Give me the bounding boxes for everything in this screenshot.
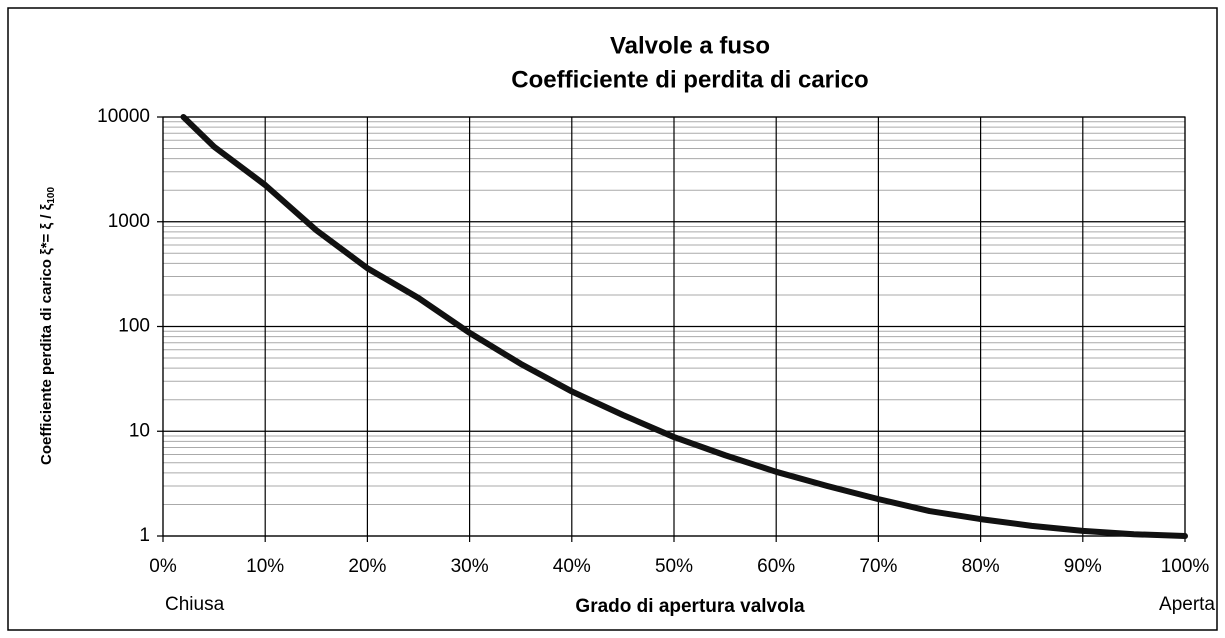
x-tick-label: 50% (655, 556, 693, 577)
y-tick-label: 1 (139, 525, 150, 546)
x-tick-label: 20% (348, 556, 386, 577)
x-tick-label: 90% (1064, 556, 1102, 577)
data-line (180, 114, 1188, 539)
x-tick-label: 10% (246, 556, 284, 577)
y-tick-label: 100 (118, 316, 150, 337)
y-axis-label-subscript: 100 (46, 187, 57, 204)
x-tick-label: 100% (1161, 556, 1210, 577)
x-tick-label: 30% (451, 556, 489, 577)
y-axis-label: Coefficiente perdita di carico ξ*= ξ / ξ… (38, 187, 57, 465)
x-tick-label: 80% (962, 556, 1000, 577)
y-axis-label-main: Coefficiente perdita di carico ξ*= ξ / ξ (38, 203, 55, 465)
annotation: Aperta (1159, 594, 1215, 615)
chart-subtitle: Coefficiente di perdita di carico (511, 66, 868, 93)
x-tick-label: 60% (757, 556, 795, 577)
x-axis-label: Grado di apertura valvola (575, 596, 805, 617)
plot-border (162, 116, 1186, 537)
x-tick-label: 0% (149, 556, 177, 577)
y-tick-label: 10 (129, 420, 150, 441)
y-tick-label: 1000 (108, 211, 150, 232)
annotation: Chiusa (165, 594, 225, 615)
y-tick-label: 10000 (97, 106, 150, 127)
x-tick-label: 40% (553, 556, 591, 577)
x-tick-label: 70% (859, 556, 897, 577)
chart-title: Valvole a fuso (610, 32, 770, 59)
